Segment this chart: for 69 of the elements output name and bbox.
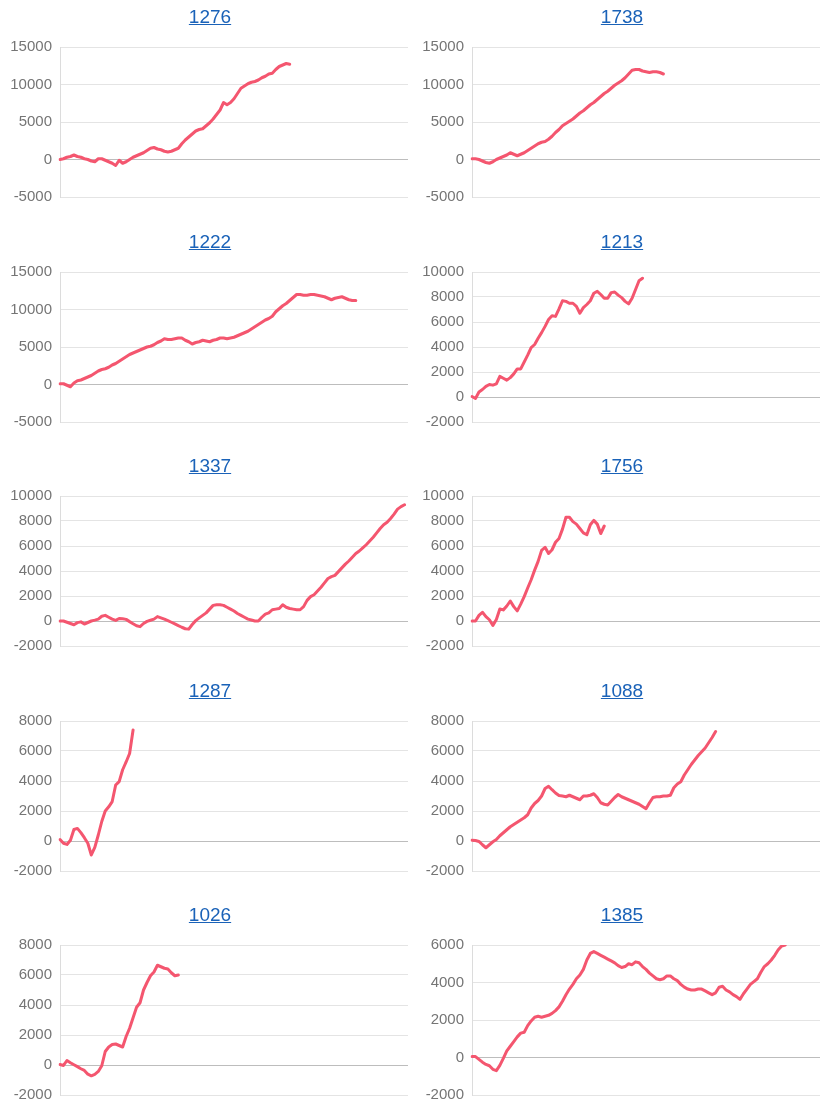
y-tick-label: -2000 (425, 636, 464, 654)
y-tick-label: 4000 (430, 337, 464, 355)
y-tick-label: 0 (455, 1047, 464, 1065)
y-tick-label: 0 (43, 611, 52, 629)
y-tick-label: -2000 (425, 861, 464, 879)
y-tick-label: -5000 (13, 187, 52, 205)
y-tick-label: 4000 (430, 561, 464, 579)
y-tick-label: 0 (455, 387, 464, 405)
y-tick-label: 0 (43, 1055, 52, 1073)
y-tick-label: -2000 (13, 1085, 52, 1103)
chart-title: 1213 (600, 231, 644, 252)
y-tick-label: 8000 (430, 287, 464, 305)
y-tick-label: -5000 (425, 187, 464, 205)
y-tick-label: 8000 (430, 711, 464, 729)
chart-title: 1026 (188, 904, 232, 925)
y-tick-label: 15000 (422, 37, 464, 55)
y-tick-label: -5000 (13, 412, 52, 430)
y-tick-label: 10000 (10, 299, 52, 317)
y-tick-label: 4000 (18, 771, 52, 789)
y-tick-label: -2000 (13, 861, 52, 879)
y-tick-label: 2000 (430, 362, 464, 380)
y-tick-label: 4000 (430, 771, 464, 789)
y-tick-label: 6000 (18, 965, 52, 983)
y-tick-label: 15000 (10, 262, 52, 280)
y-tick-label: -2000 (425, 1085, 464, 1103)
chart-title: 1385 (600, 904, 644, 925)
y-tick-label: 6000 (430, 741, 464, 759)
chart-title: 1337 (188, 455, 232, 476)
y-tick-label: 6000 (18, 536, 52, 554)
y-tick-label: 0 (455, 831, 464, 849)
y-tick-label: 8000 (18, 935, 52, 953)
y-tick-label: 4000 (18, 995, 52, 1013)
y-tick-label: 6000 (430, 536, 464, 554)
y-tick-label: 6000 (430, 935, 464, 953)
y-tick-label: 15000 (10, 37, 52, 55)
y-tick-label: 10000 (422, 262, 464, 280)
y-tick-label: 8000 (430, 511, 464, 529)
y-tick-label: 0 (43, 374, 52, 392)
y-tick-label: 2000 (18, 586, 52, 604)
y-tick-label: 4000 (430, 972, 464, 990)
chart-title: 1756 (600, 455, 644, 476)
y-tick-label: 2000 (430, 801, 464, 819)
y-tick-label: 4000 (18, 561, 52, 579)
y-tick-label: 0 (43, 831, 52, 849)
y-tick-label: 0 (43, 149, 52, 167)
chart-title: 1287 (188, 680, 232, 701)
y-tick-label: 2000 (18, 1025, 52, 1043)
y-tick-label: 0 (455, 149, 464, 167)
y-tick-label: 8000 (18, 511, 52, 529)
y-tick-label: 10000 (422, 74, 464, 92)
y-tick-label: 10000 (422, 486, 464, 504)
chart-title: 1222 (188, 231, 232, 252)
chart-title: 1088 (600, 680, 644, 701)
y-tick-label: -2000 (13, 636, 52, 654)
y-tick-label: 8000 (18, 711, 52, 729)
y-tick-label: 10000 (10, 74, 52, 92)
chart-title: 1276 (188, 6, 232, 27)
y-tick-label: 2000 (430, 586, 464, 604)
chart-title: 1738 (600, 6, 644, 27)
y-tick-label: 0 (455, 611, 464, 629)
y-tick-label: 2000 (430, 1010, 464, 1028)
y-tick-label: 6000 (430, 312, 464, 330)
y-tick-label: 5000 (18, 112, 52, 130)
y-tick-label: 5000 (18, 337, 52, 355)
y-tick-label: 6000 (18, 741, 52, 759)
y-tick-label: 10000 (10, 486, 52, 504)
y-tick-label: 2000 (18, 801, 52, 819)
y-tick-label: -2000 (425, 412, 464, 430)
y-tick-label: 5000 (430, 112, 464, 130)
